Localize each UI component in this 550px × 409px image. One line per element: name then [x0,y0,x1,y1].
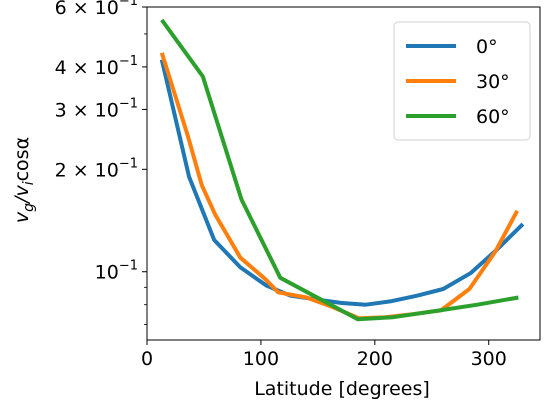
series-line-0 [159,59,525,307]
legend: 0° 30° 60° [393,21,531,141]
series-line-2 [160,18,519,322]
x-tick-label: 100 [243,348,279,370]
y-tick-label: 10−1 [95,259,138,284]
y-tick-label: 3 × 10−1 [55,96,138,121]
y-tick-label: 4 × 10−1 [55,54,138,79]
series-layer [159,18,525,322]
plot-frame [146,6,541,341]
series-line-1 [159,52,519,321]
legend-label: 30° [476,71,510,93]
y-tick-label: 6 × 10−1 [55,0,138,19]
legend-label: 60° [476,106,510,128]
legend-box [393,21,531,141]
x-tick-label: 0 [141,348,153,370]
y-axis-label: vg/vicosα [11,137,37,223]
x-axis-label: Latitude [degrees] [254,378,430,400]
y-tick-label: 2 × 10−1 [55,156,138,181]
legend-label: 0° [476,36,498,58]
x-tick-label: 200 [357,348,393,370]
axes-layer: 0 100 200 300 10−1 2 × 10−1 3 × 10−1 4 × 10−1 6 … [55,0,541,370]
x-tick-label: 300 [471,348,507,370]
